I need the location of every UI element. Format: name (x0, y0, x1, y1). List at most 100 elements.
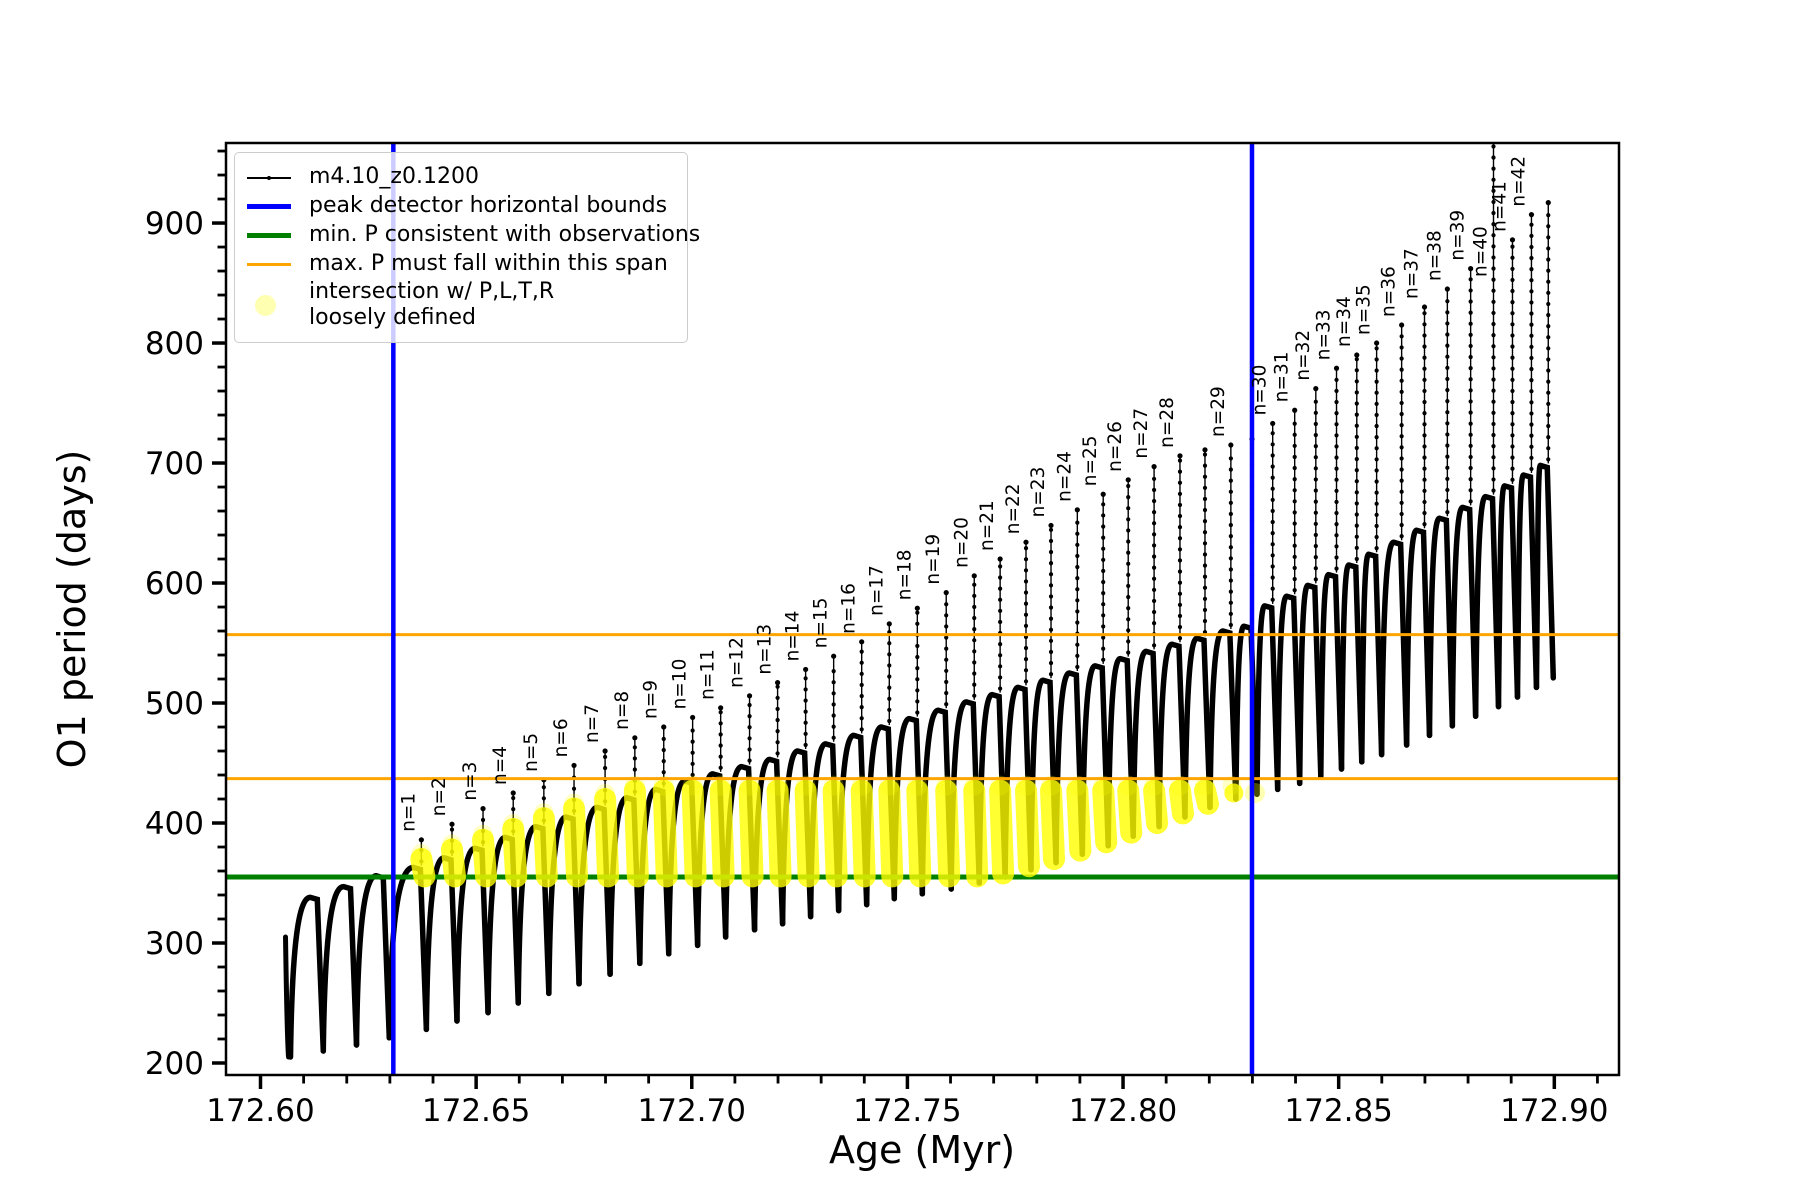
peak-top-dot (718, 705, 724, 711)
peak-top-dot (602, 748, 608, 754)
x-axis-title: Age (Myr) (828, 1128, 1016, 1172)
intersection-marker (652, 779, 678, 888)
plot-frame (224, 141, 1621, 1077)
intersection-marker (989, 779, 1015, 885)
series-tooth (287, 894, 327, 1060)
peak-top-dot (1333, 365, 1340, 371)
peak-label: n=2 (429, 777, 450, 816)
peak-top-dot (774, 680, 781, 686)
peak-top-dot (1177, 453, 1183, 459)
intersection-marker-halo (710, 775, 731, 796)
peak-top-dot (661, 724, 667, 730)
peak-top-dot (1100, 491, 1106, 497)
intersection-marker (1040, 779, 1066, 871)
intersection-marker-halo (595, 784, 616, 805)
x-tick-label: 172.75 (853, 1093, 961, 1129)
intersection-marker-halo (936, 775, 957, 796)
intersection-marker (906, 779, 932, 888)
intersection-marker-halo (1194, 775, 1215, 796)
x-tick-label: 172.65 (422, 1093, 530, 1129)
legend-row-min-p: min. P consistent with observations (247, 221, 700, 250)
peak-label: n=1 (398, 793, 419, 832)
intersection-marker (766, 779, 792, 888)
peak-label: n=12 (727, 637, 748, 688)
peak-label: n=14 (783, 611, 804, 662)
peak-label: n=28 (1157, 397, 1178, 448)
intersection-marker (878, 779, 904, 888)
intersection-marker (502, 818, 528, 888)
peak-label: n=27 (1131, 408, 1152, 459)
peak-label: n=4 (490, 746, 511, 785)
y-tick-label: 800 (145, 326, 204, 362)
peak-top-dot (1270, 420, 1276, 427)
yellow-circle-icon (247, 294, 299, 316)
peak-top-dot (1468, 266, 1474, 272)
orange-line-icon (247, 263, 299, 266)
intersection-marker-halo (653, 775, 674, 796)
series-tooth (353, 873, 393, 1048)
peak-top-dot (1202, 447, 1208, 453)
peak-label: n=19 (923, 534, 944, 585)
peak-label: n=9 (641, 680, 662, 719)
intersection-marker (623, 779, 649, 888)
peak-label: n=22 (1003, 483, 1024, 534)
peak-label: n=7 (582, 704, 603, 743)
series-tooth (1296, 582, 1324, 787)
intersection-marker (709, 779, 735, 888)
peak-top-dot (1023, 539, 1029, 545)
series-tooth (1495, 483, 1521, 710)
intersection-marker-faint (1244, 783, 1265, 804)
legend-label-min-p: min. P consistent with observations (309, 222, 701, 248)
peak-top-dot (1292, 407, 1298, 413)
peak-top-dot (449, 821, 455, 827)
peak-label: n=39 (1448, 210, 1469, 261)
series-tooth (1403, 527, 1433, 748)
series-tooth (1338, 562, 1365, 772)
peak-label: n=23 (1028, 467, 1049, 518)
y-tick-label: 300 (145, 926, 204, 962)
peak-label: n=25 (1080, 435, 1101, 486)
peak-top-dot (1421, 304, 1428, 310)
y-tick-label: 900 (145, 206, 204, 242)
peak-top-dot (746, 693, 753, 699)
peak-top-dot (971, 573, 977, 579)
peak-label: n=15 (811, 597, 832, 648)
peak-label: n=38 (1424, 230, 1445, 281)
peak-label: n=3 (460, 762, 481, 801)
intersection-marker (681, 779, 707, 888)
peak-label: n=41 (1489, 181, 1510, 232)
legend-label-max-p: max. P must fall within this span (309, 251, 668, 277)
peak-top-dot (571, 762, 577, 769)
peak-top-dot (1399, 322, 1405, 328)
peak-label: n=35 (1354, 284, 1375, 335)
peak-top-dot (1074, 507, 1080, 513)
x-tick-label: 172.90 (1500, 1093, 1608, 1129)
peak-label: n=29 (1208, 386, 1229, 437)
legend-label-series: m4.10_z0.1200 (309, 164, 479, 190)
series-tooth (1318, 571, 1345, 779)
intersection-marker-halo (823, 775, 844, 796)
intersection-marker-halo (1144, 775, 1165, 796)
legend-label-intersection: intersection w/ P,L,T,R loosely defined (309, 279, 555, 331)
blue-line-icon (247, 204, 299, 209)
series-tooth (1533, 462, 1557, 691)
peak-label: n=42 (1508, 156, 1529, 207)
intersection-marker-halo (1041, 775, 1062, 796)
peak-top-dot (1151, 464, 1157, 470)
peak-top-dot (1354, 352, 1360, 358)
peak-label: n=33 (1314, 309, 1335, 360)
y-tick-label: 700 (145, 446, 204, 482)
intersection-marker (822, 779, 848, 888)
intersection-marker-halo (1222, 776, 1242, 796)
peak-label: n=32 (1293, 330, 1314, 381)
peak-top-dot (480, 806, 486, 812)
peak-label: n=36 (1379, 266, 1400, 317)
intersection-marker (1168, 779, 1194, 825)
series-tooth (1449, 504, 1479, 729)
peak-label: n=34 (1334, 296, 1355, 347)
y-tick-label: 400 (145, 806, 204, 842)
peak-label: n=20 (951, 517, 972, 568)
intersection-marker-halo (564, 793, 585, 814)
intersection-marker (472, 828, 498, 888)
legend-row-max-p: max. P must fall within this span (247, 250, 675, 279)
